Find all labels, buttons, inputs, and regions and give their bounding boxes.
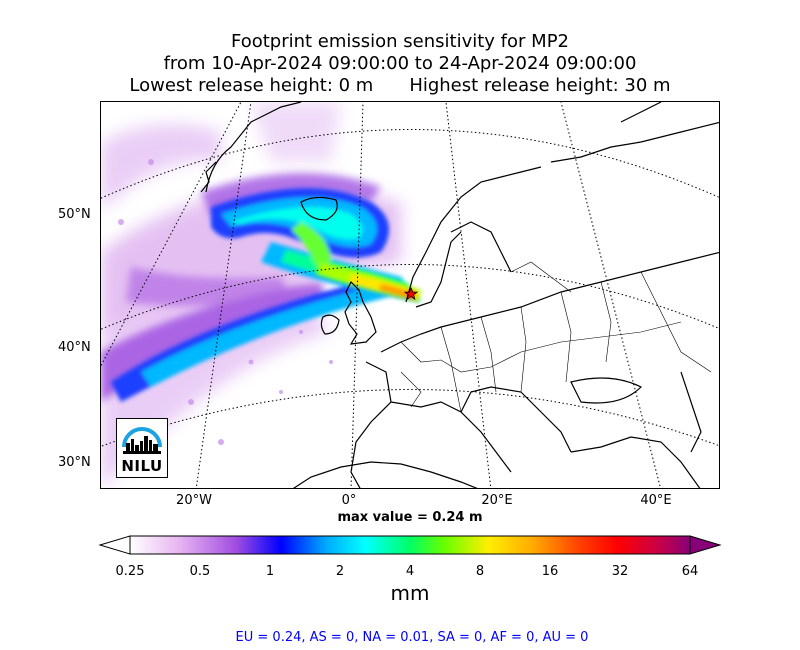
lowest-release-height: Lowest release height: 0 m: [129, 75, 374, 96]
lon-label-0: 0°: [341, 493, 357, 508]
nilu-skyline-icon: [122, 427, 162, 454]
colorbar-extend-max: [689, 535, 722, 555]
lat-label-30n: 30°N: [58, 455, 91, 470]
lon-label-20e: 20°E: [481, 493, 513, 508]
star-icon: [403, 286, 419, 301]
sensitivity-field: [101, 102, 421, 488]
cbar-tick: 8: [475, 564, 485, 579]
graticule: [101, 102, 719, 488]
cbar-tick: 2: [335, 564, 345, 579]
nilu-logo-text: NILU: [121, 457, 163, 475]
lat-label-50n: 50°N: [58, 207, 91, 222]
max-value-label: max value = 0.24 m: [337, 510, 483, 525]
map-subtitle-period: from 10-Apr-2024 09:00:00 to 24-Apr-2024…: [163, 53, 637, 74]
cbar-tick: 64: [681, 564, 699, 579]
lon-label-40e: 40°E: [640, 493, 672, 508]
cbar-tick: 16: [541, 564, 559, 579]
map-subtitle-heights: Lowest release height: 0 m Highest releas…: [0, 75, 800, 97]
cbar-tick: 0.25: [115, 564, 145, 579]
nilu-logo: NILU: [116, 418, 168, 478]
coastlines: [200, 102, 719, 488]
highest-release-height: Highest release height: 30 m: [409, 75, 671, 96]
colorbar: [98, 535, 722, 555]
cbar-tick: 32: [611, 564, 629, 579]
footprint-map: [100, 101, 720, 489]
lon-label-20w: 20°W: [176, 493, 212, 508]
country-borders: [400, 261, 712, 413]
map-title: Footprint emission sensitivity for MP2: [230, 31, 569, 52]
map-canvas: [101, 102, 719, 488]
cbar-tick: 4: [405, 564, 415, 579]
colorbar-extend-min: [98, 535, 131, 555]
lat-label-40n: 40°N: [58, 340, 91, 355]
cbar-tick: 0.5: [189, 564, 211, 579]
region-summary: EU = 0.24, AS = 0, NA = 0.01, SA = 0, AF…: [235, 630, 589, 645]
cbar-tick: 1: [265, 564, 275, 579]
colorbar-unit: mm: [390, 581, 430, 605]
colorbar-gradient: [129, 535, 691, 555]
